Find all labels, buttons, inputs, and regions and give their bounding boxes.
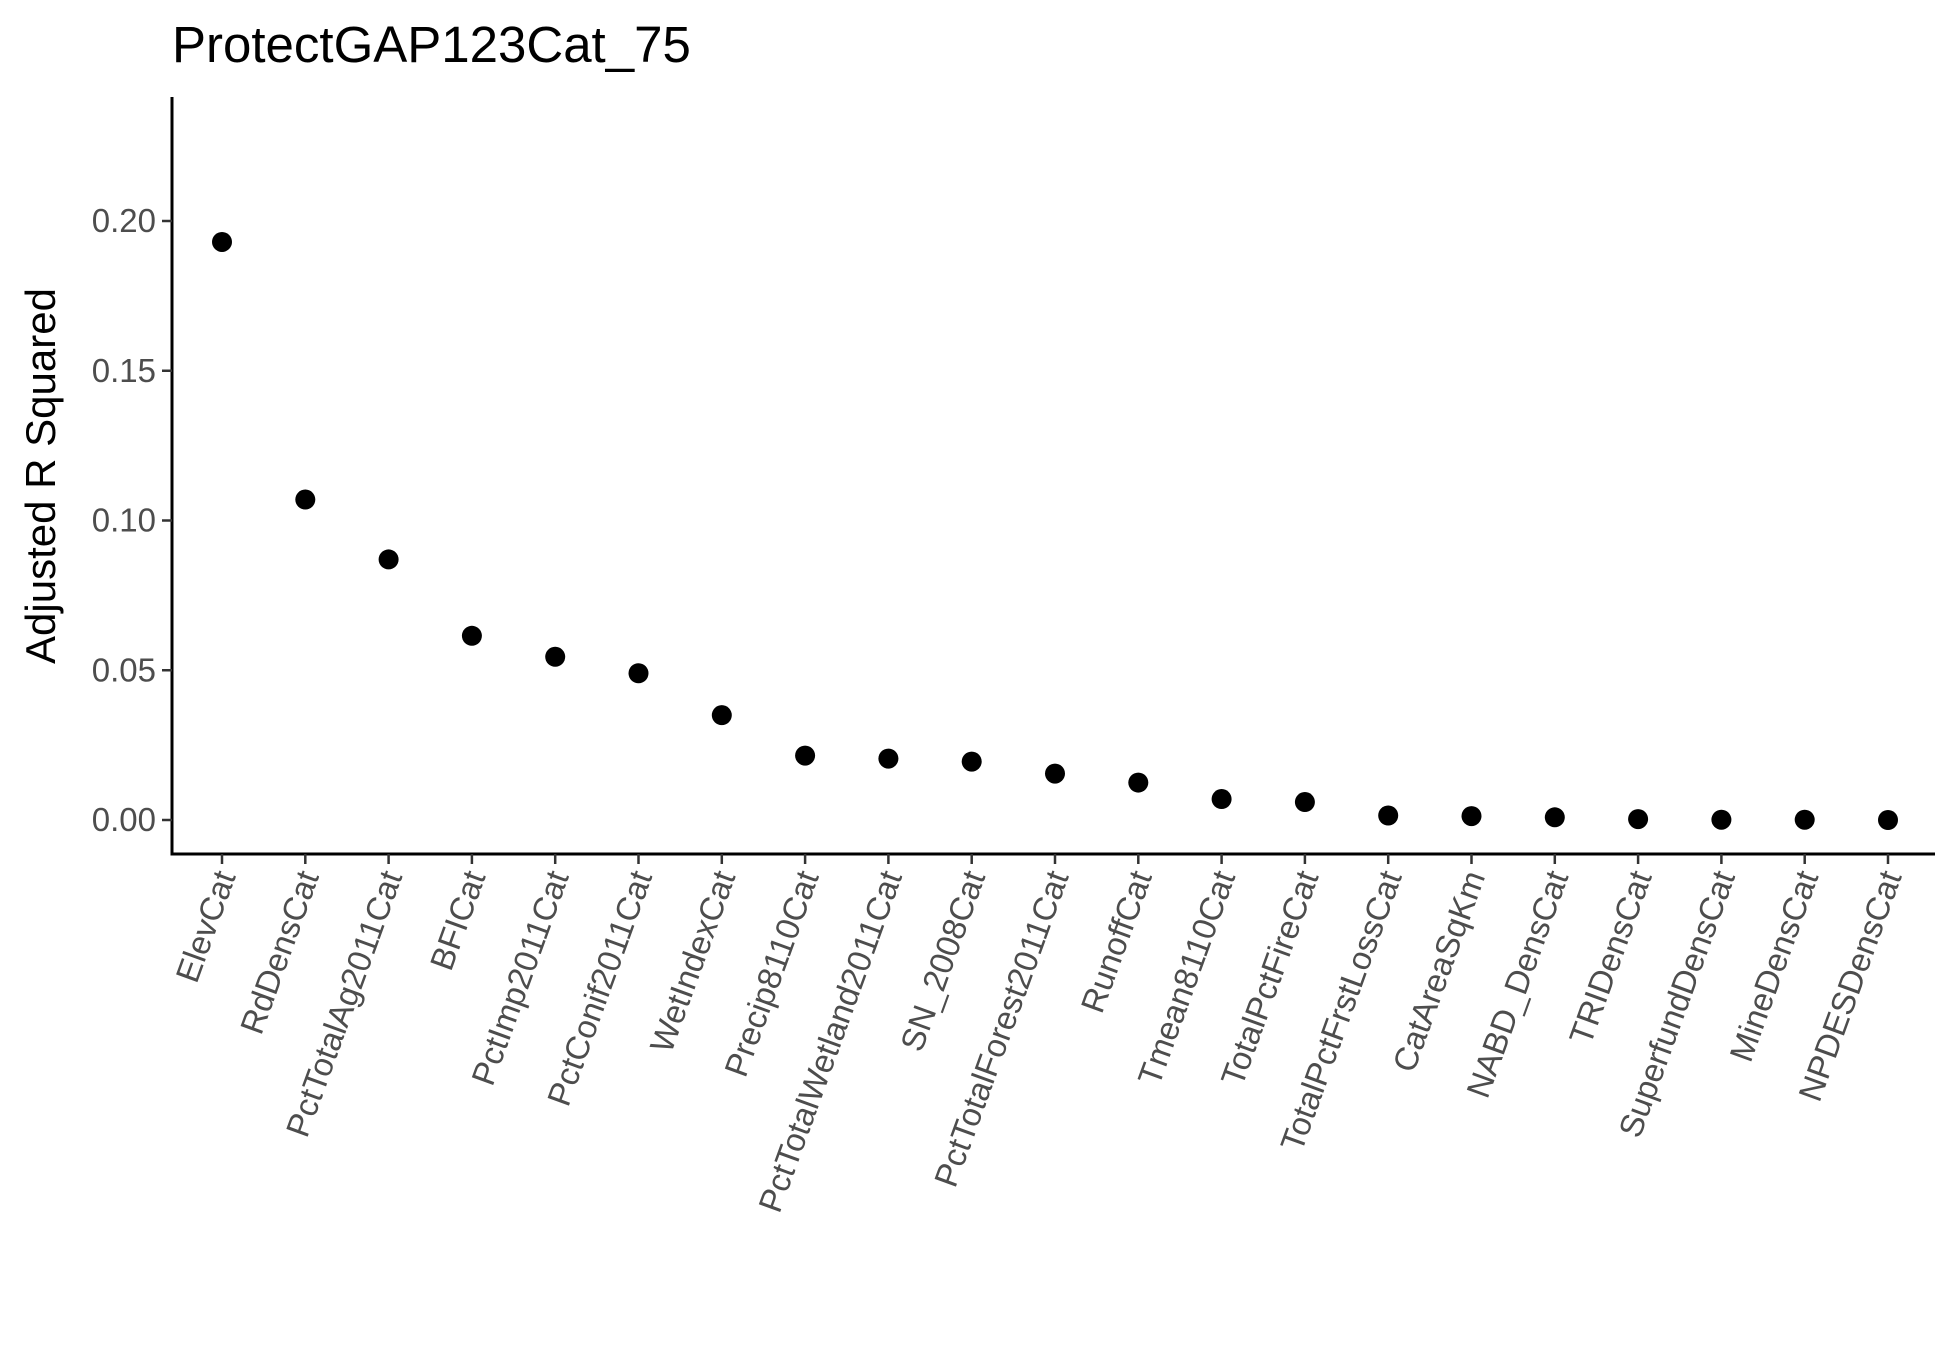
- data-point: [378, 549, 399, 570]
- y-tick-label: 0.15: [92, 352, 156, 389]
- x-tick-label: TRIDensCat: [1562, 866, 1659, 1049]
- data-point: [461, 625, 482, 646]
- chart-title: ProtectGAP123Cat_75: [172, 16, 691, 73]
- y-tick-label: 0.00: [92, 801, 156, 838]
- data-point: [545, 646, 566, 667]
- data-point: [212, 231, 232, 252]
- data-point: [1128, 772, 1149, 793]
- y-tick-label: 0.10: [92, 502, 156, 539]
- data-point: [1461, 806, 1482, 827]
- data-point: [1544, 807, 1565, 828]
- x-tick-label: WetIndexCat: [643, 866, 743, 1057]
- x-tick-label: RdDensCat: [233, 866, 326, 1039]
- data-point: [1294, 792, 1315, 813]
- data-point: [1378, 805, 1399, 826]
- data-point: [795, 745, 816, 766]
- plot-area: 0.000.050.100.150.20ElevCatRdDensCatPctT…: [92, 97, 1935, 1217]
- y-axis-label: Adjusted R Squared: [17, 288, 64, 664]
- data-point: [1878, 810, 1898, 830]
- x-tick-label: MineDensCat: [1722, 866, 1825, 1067]
- data-point: [878, 748, 899, 769]
- x-tick-label: BFICat: [423, 866, 493, 975]
- y-tick-label: 0.20: [92, 202, 156, 239]
- data-point: [711, 705, 732, 726]
- data-point: [1045, 763, 1065, 784]
- data-point: [295, 489, 316, 510]
- y-tick-label: 0.05: [92, 651, 156, 688]
- data-point: [1794, 809, 1815, 830]
- x-tick-label: RunoffCat: [1073, 866, 1158, 1018]
- x-tick-label: ElevCat: [168, 866, 242, 987]
- data-point: [1628, 809, 1649, 830]
- data-point: [1211, 789, 1232, 810]
- data-point: [628, 663, 649, 684]
- data-point: [961, 751, 982, 772]
- data-point: [1711, 809, 1732, 830]
- x-tick-label: SN_2008Cat: [893, 866, 992, 1056]
